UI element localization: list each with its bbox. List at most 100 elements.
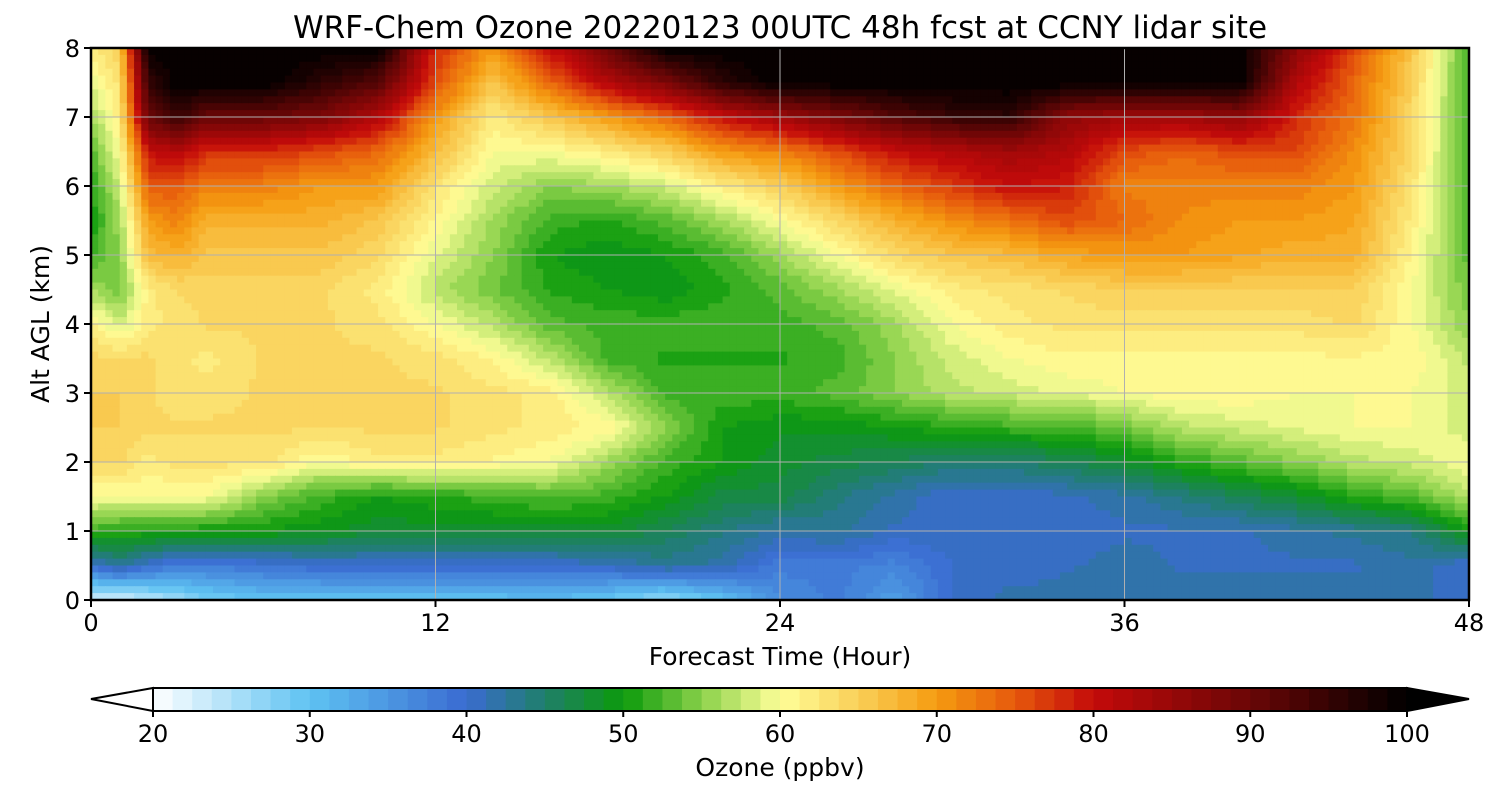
heatmap-cell	[1368, 137, 1377, 146]
heatmap-cell	[428, 172, 437, 180]
heatmap-cell	[1217, 137, 1226, 146]
heatmap-cell	[815, 179, 824, 187]
heatmap-cell	[945, 103, 953, 111]
heatmap-cell	[722, 179, 731, 187]
heatmap-cell	[686, 192, 695, 201]
heatmap-cell	[622, 75, 630, 84]
heatmap-cell	[428, 179, 437, 187]
heatmap-cell	[837, 54, 846, 63]
heatmap-cell	[521, 54, 530, 63]
heatmap-cell	[1131, 186, 1140, 194]
heatmap-cell	[1074, 123, 1083, 132]
heatmap-cell	[134, 54, 142, 63]
heatmap-cell	[256, 192, 264, 201]
heatmap-cell	[457, 130, 465, 139]
heatmap-cell	[241, 61, 250, 70]
heatmap-cell	[141, 151, 150, 159]
heatmap-cell	[1289, 179, 1298, 187]
heatmap-cell	[1138, 117, 1147, 125]
heatmap-cell	[894, 117, 903, 125]
heatmap-cell	[851, 213, 860, 222]
heatmap-cell	[586, 158, 594, 166]
heatmap-cell	[1016, 144, 1025, 153]
heatmap-cell	[1447, 172, 1456, 180]
heatmap-cell	[736, 199, 745, 208]
heatmap-cell	[112, 179, 121, 187]
heatmap-cell	[1138, 123, 1147, 132]
heatmap-cell	[1067, 130, 1075, 139]
heatmap-cell	[1059, 172, 1068, 180]
heatmap-cell	[1088, 82, 1097, 90]
heatmap-cell	[435, 199, 444, 208]
heatmap-cell	[1110, 186, 1118, 194]
heatmap-cell	[980, 172, 989, 180]
heatmap-cell	[650, 220, 659, 228]
heatmap-cell	[902, 89, 910, 97]
heatmap-cell	[614, 82, 623, 90]
heatmap-cell	[916, 151, 925, 159]
heatmap-cell	[521, 220, 530, 228]
heatmap-cell	[227, 158, 236, 166]
heatmap-cell	[220, 137, 228, 146]
heatmap-cell	[945, 48, 953, 56]
heatmap-cell	[1124, 220, 1133, 228]
heatmap-cell	[571, 48, 580, 56]
heatmap-cell	[880, 213, 889, 222]
heatmap-cell	[277, 68, 286, 77]
heatmap-cell	[693, 144, 702, 153]
heatmap-cell	[930, 61, 939, 70]
heatmap-cell	[406, 206, 415, 215]
heatmap-cell	[801, 61, 810, 70]
heatmap-cell	[701, 82, 709, 90]
heatmap-cell	[1425, 123, 1434, 132]
heatmap-cell	[636, 137, 645, 146]
heatmap-cell	[693, 206, 702, 215]
heatmap-cell	[134, 89, 142, 97]
heatmap-cell	[1052, 68, 1061, 77]
heatmap-cell	[665, 186, 673, 194]
heatmap-cell	[808, 110, 817, 118]
heatmap-cell	[500, 110, 508, 118]
heatmap-cell	[1024, 103, 1032, 111]
heatmap-cell	[1275, 158, 1283, 166]
heatmap-cell	[873, 165, 882, 173]
heatmap-cell	[873, 110, 882, 118]
heatmap-cell	[1404, 220, 1413, 228]
heatmap-cell	[378, 130, 386, 139]
heatmap-cell	[213, 137, 221, 146]
heatmap-cell	[780, 206, 788, 215]
heatmap-cell	[471, 213, 480, 222]
heatmap-cell	[1217, 48, 1226, 56]
heatmap-cell	[105, 206, 114, 215]
heatmap-cell	[1346, 89, 1355, 97]
heatmap-cell	[98, 158, 106, 166]
heatmap-cell	[291, 110, 300, 118]
heatmap-cell	[980, 96, 989, 104]
heatmap-cell	[844, 110, 853, 118]
heatmap-cell	[765, 68, 774, 77]
heatmap-cell	[564, 220, 573, 228]
heatmap-cell	[744, 103, 752, 111]
heatmap-cell	[1117, 165, 1126, 173]
heatmap-cell	[507, 82, 516, 90]
heatmap-cell	[1174, 82, 1183, 90]
heatmap-cell	[528, 172, 537, 180]
heatmap-cell	[1102, 199, 1111, 208]
heatmap-cell	[248, 220, 257, 228]
heatmap-cell	[672, 130, 681, 139]
heatmap-cell	[1081, 48, 1090, 56]
heatmap-cell	[787, 165, 795, 173]
heatmap-cell	[457, 75, 465, 84]
heatmap-cell	[1031, 82, 1039, 90]
heatmap-cell	[442, 192, 451, 201]
heatmap-cell	[916, 89, 925, 97]
heatmap-cell	[148, 137, 157, 146]
heatmap-cell	[342, 96, 350, 104]
heatmap-cell	[478, 144, 487, 153]
heatmap-cell	[349, 54, 358, 63]
heatmap-cell	[349, 117, 358, 125]
heatmap-cell	[1282, 206, 1291, 215]
heatmap-cell	[952, 151, 961, 159]
heatmap-cell	[650, 206, 659, 215]
heatmap-cell	[1318, 172, 1327, 180]
